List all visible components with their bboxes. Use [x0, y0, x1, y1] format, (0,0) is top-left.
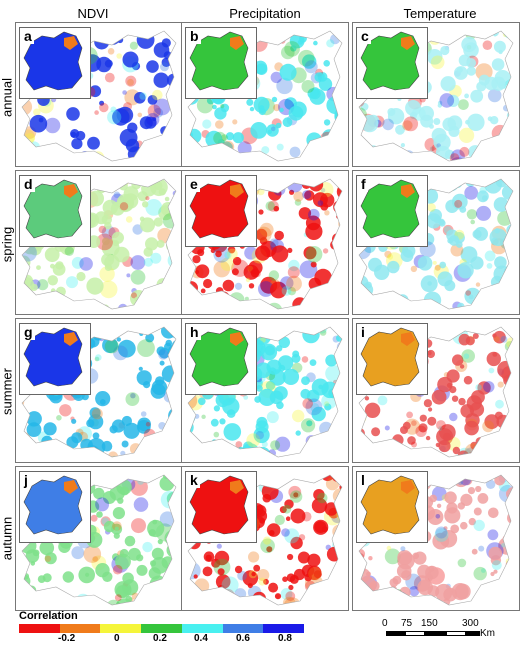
inset-map-f: [356, 175, 428, 247]
colorbar-swatch-6: [263, 624, 305, 633]
panel-label-b: b: [188, 28, 201, 44]
panel-label-h: h: [188, 324, 201, 340]
panel-label-l: l: [359, 472, 367, 488]
column-header-ndvi: NDVI: [77, 6, 109, 21]
map-panel-i: i: [352, 318, 520, 463]
map-panel-g: g: [15, 318, 183, 463]
scale-tick-label: 75: [401, 618, 413, 629]
map-panel-j: j: [15, 466, 183, 611]
map-panel-e: e: [181, 170, 349, 315]
map-panel-b: b: [181, 22, 349, 167]
colorbar-swatch-3: [141, 624, 182, 633]
legend-title: Correlation: [19, 610, 78, 622]
panel-label-k: k: [188, 472, 200, 488]
scale-bar-segment: [466, 631, 480, 636]
panel-label-a: a: [22, 28, 34, 44]
map-panel-l: l: [352, 466, 520, 611]
scale-unit-label: Km: [480, 628, 495, 639]
colorbar-tick-label: 0.2: [153, 633, 167, 644]
panel-label-d: d: [22, 176, 35, 192]
colorbar: [19, 624, 305, 633]
panel-label-c: c: [359, 28, 371, 44]
panel-label-f: f: [359, 176, 368, 192]
colorbar-swatch-4: [181, 624, 223, 633]
map-panel-h: h: [181, 318, 349, 463]
panel-label-i: i: [359, 324, 367, 340]
column-header-precipitation: Precipitation: [229, 6, 301, 21]
panel-label-e: e: [188, 176, 200, 192]
colorbar-tick-label: 0.4: [194, 633, 208, 644]
colorbar-swatch-2: [100, 624, 142, 633]
colorbar-swatch-5: [222, 624, 264, 633]
map-panel-d: d: [15, 170, 183, 315]
row-header-summer: summer: [0, 368, 15, 415]
colorbar-tick-label: 0: [114, 633, 120, 644]
row-header-annual: annual: [0, 77, 15, 118]
inset-map-h: [185, 323, 257, 395]
panel-label-j: j: [22, 472, 30, 488]
colorbar-tick-label: -0.2: [58, 633, 76, 644]
scale-bar-segment: [386, 631, 405, 636]
column-header-temperature: Temperature: [403, 6, 477, 21]
colorbar-swatch-1: [59, 624, 101, 633]
inset-map-a: [19, 27, 91, 99]
inset-map-k: [185, 471, 257, 543]
inset-map-j: [19, 471, 91, 543]
panel-label-g: g: [22, 324, 35, 340]
inset-map-l: [356, 471, 428, 543]
colorbar-swatch-0: [19, 624, 60, 633]
colorbar-tick-label: 0.8: [278, 633, 292, 644]
scale-bar-segment: [446, 631, 466, 636]
map-panel-f: f: [352, 170, 520, 315]
scale-tick-label: 150: [421, 618, 438, 629]
inset-map-i: [356, 323, 428, 395]
row-header-autumn: autumn: [0, 516, 15, 561]
colorbar-tick-label: 0.6: [236, 633, 250, 644]
map-panel-c: c: [352, 22, 520, 167]
scale-bar-segment: [425, 631, 446, 636]
map-panel-a: a: [15, 22, 183, 167]
inset-map-c: [356, 27, 428, 99]
scale-tick-label: 300: [462, 618, 479, 629]
scale-bar-segment: [405, 631, 425, 636]
scale-tick-label: 0: [382, 618, 388, 629]
map-panel-k: k: [181, 466, 349, 611]
row-header-spring: spring: [0, 226, 15, 263]
